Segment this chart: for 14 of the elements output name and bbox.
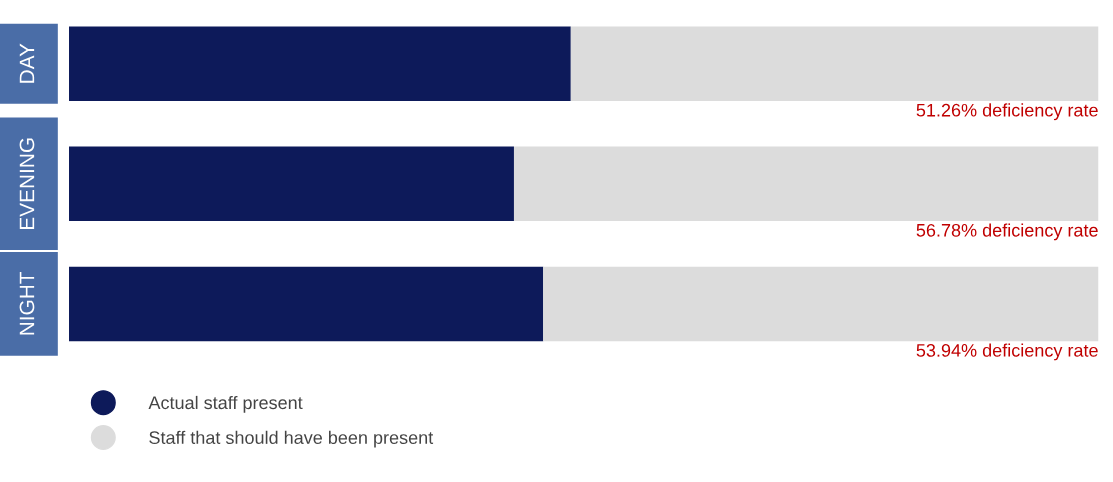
y-tick-label: EVENING bbox=[19, 138, 35, 229]
bar bbox=[513, 146, 1099, 222]
bar bbox=[69, 146, 514, 222]
y-tick-label: DAY bbox=[19, 43, 35, 83]
legend-label: Actual staff present bbox=[148, 395, 303, 413]
bar bbox=[69, 26, 571, 101]
legend-label: Staff that should have been present bbox=[149, 430, 434, 448]
bar bbox=[69, 266, 544, 342]
data-label: 53.94% deficiency rate bbox=[916, 343, 1098, 361]
bar bbox=[570, 26, 1099, 101]
data-label: 56.78% deficiency rate bbox=[916, 223, 1098, 241]
bar bbox=[543, 266, 1099, 342]
data-label: 51.26% deficiency rate bbox=[916, 103, 1098, 121]
y-tick-label: NIGHT bbox=[19, 271, 35, 335]
